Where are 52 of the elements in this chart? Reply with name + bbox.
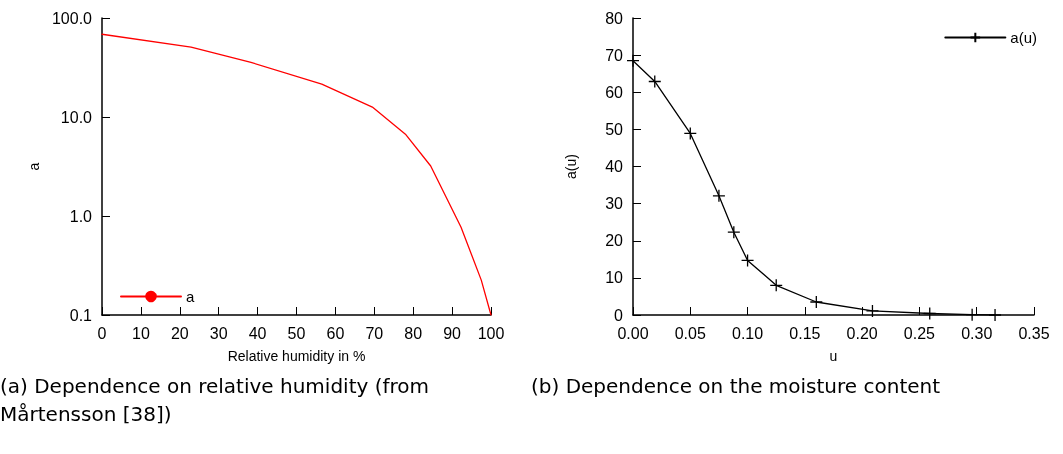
y-axis-title: a: [26, 162, 43, 171]
y-tick-label: 70: [605, 46, 624, 64]
y-tick-label: 1.0: [69, 207, 93, 225]
point: [965, 307, 979, 322]
x-tick-label: 90: [443, 324, 462, 342]
y-tick-label: 0: [614, 306, 624, 324]
text: (b) Dependence on the moisture content: [531, 374, 941, 398]
x-tick-label: 0.25: [903, 324, 936, 342]
y-tick-label: 50: [605, 120, 624, 138]
y-tick-label: 40: [605, 158, 624, 175]
x-tick-label: 0: [97, 324, 107, 342]
y-tick-label: 10: [605, 269, 624, 287]
point: [712, 189, 726, 203]
x-tick-label: 50: [287, 324, 306, 342]
text: (a) Dependence on relative humidity (from Mårtensson [38]): [0, 374, 436, 426]
point: [683, 126, 697, 141]
y-tick-label: 60: [605, 83, 624, 101]
point: [988, 308, 1002, 322]
y-tick-label: 80: [605, 9, 624, 27]
x-tick-label: 0.10: [732, 324, 764, 342]
x-tick-label: 60: [326, 324, 345, 342]
x-tick-label: 0.00: [617, 324, 649, 342]
x-tick-label: 0.20: [846, 324, 878, 342]
point: [648, 74, 662, 89]
x-tick-label: 70: [365, 324, 384, 342]
point: [626, 54, 640, 68]
x-axis-title: u: [829, 348, 838, 364]
x-tick-label: 30: [209, 324, 228, 342]
point: [727, 225, 741, 239]
point: [865, 304, 880, 318]
y-tick-label: 20: [605, 232, 624, 250]
point: [769, 278, 783, 292]
x-tick-label: 0.15: [789, 324, 821, 342]
legend-label: a(u): [1010, 29, 1038, 46]
x-tick-label: 10: [132, 324, 150, 342]
y-tick-label: 10.0: [60, 108, 93, 126]
point: [740, 253, 755, 268]
y-tick-label: 30: [605, 195, 624, 213]
point: [923, 306, 937, 321]
y-tick-label: 0.1: [69, 306, 93, 324]
point: [809, 295, 823, 309]
x-tick-label: 0.35: [1018, 324, 1050, 342]
y-axis-title: a(u): [563, 154, 579, 179]
x-tick-label: 0.05: [674, 324, 706, 342]
x-tick-label: 0.30: [961, 324, 993, 342]
x-tick-label: 40: [248, 324, 267, 342]
x-tick-label: 20: [170, 324, 189, 342]
legend-label: a: [186, 288, 195, 305]
x-tick-label: 80: [404, 324, 423, 342]
x-tick-label: 100: [477, 324, 505, 342]
x-axis-title: Relative humidity in %: [227, 348, 366, 364]
y-tick-label: 100.0: [51, 9, 93, 27]
